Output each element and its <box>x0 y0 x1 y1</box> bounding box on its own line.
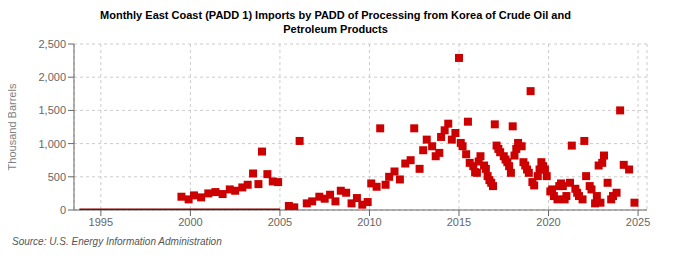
html-text:Monthly East Coast (PADD 1) Im: Monthly East Coast (PADD 1) Imports by P… <box>100 9 571 35</box>
svg-text:Thousand Barrels: Thousand Barrels <box>8 83 18 170</box>
html-text:Source: U.S. Energy Informatio: Source: U.S. Energy Information Administ… <box>12 236 222 247</box>
svg-text:2020: 2020 <box>536 216 560 228</box>
svg-text:1995: 1995 <box>89 216 113 228</box>
svg-text:500: 500 <box>48 171 66 183</box>
svg-text:1,500: 1,500 <box>38 104 66 116</box>
svg-text:2025: 2025 <box>626 216 650 228</box>
svg-text:2000: 2000 <box>178 216 202 228</box>
svg-text:2,000: 2,000 <box>38 71 66 83</box>
svg-text:2010: 2010 <box>357 216 381 228</box>
svg-text:0: 0 <box>60 204 66 216</box>
svg-text:1,000: 1,000 <box>38 138 66 150</box>
svg-text:2,500: 2,500 <box>38 38 66 50</box>
svg-text:2015: 2015 <box>447 216 471 228</box>
svg-text:2005: 2005 <box>268 216 292 228</box>
